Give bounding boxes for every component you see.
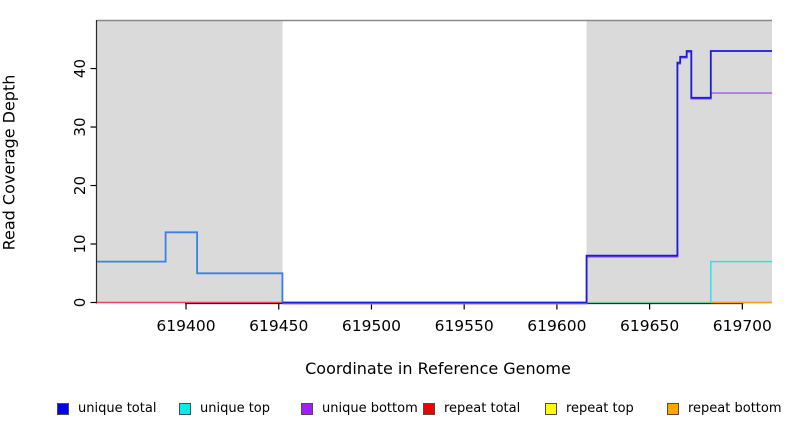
repeat-top-swatch-icon [545, 402, 557, 415]
x-tick-label: 619400 [156, 317, 215, 335]
x-tick-label: 619600 [527, 317, 586, 335]
series-unique-total [282, 50, 772, 304]
unique-top-swatch-icon [179, 402, 191, 415]
legend-item-repeat-top: repeat top [545, 401, 667, 416]
y-axis-title-text: Read Coverage Depth [0, 74, 19, 251]
legend-item-repeat-bottom: repeat bottom [667, 401, 789, 416]
repeat-total-swatch-icon [423, 402, 435, 415]
series-unique-total-left-repeat-block- [97, 231, 284, 303]
legend-label: unique top [200, 401, 271, 416]
legend-label: unique total [78, 401, 157, 416]
legend-item-unique-bottom: unique bottom [301, 401, 423, 416]
repeat-bottom-swatch-icon [667, 402, 679, 415]
x-tick-label: 619550 [435, 317, 494, 335]
y-tick-label: 30 [71, 117, 89, 136]
legend-label: repeat top [566, 401, 634, 416]
legend: unique total unique top unique bottom re… [57, 401, 789, 416]
legend-label: repeat total [444, 401, 521, 416]
y-tick-label: 20 [71, 176, 89, 195]
x-tick-label: 619450 [249, 317, 308, 335]
x-tick-label: 619700 [713, 317, 772, 335]
x-tick-label: 619500 [342, 317, 401, 335]
x-tick-label: 619650 [620, 317, 679, 335]
unique-bottom-swatch-icon [301, 402, 313, 415]
legend-item-unique-top: unique top [179, 401, 301, 416]
y-tick-label: 40 [71, 59, 89, 78]
y-tick-label: 0 [71, 298, 89, 308]
x-axis-title: Coordinate in Reference Genome [0, 359, 792, 378]
legend-label: unique bottom [322, 401, 418, 416]
unique-total-swatch-icon [57, 402, 69, 415]
left-gray-region [97, 20, 283, 303]
legend-item-repeat-total: repeat total [423, 401, 545, 416]
x-axis-title-text: Coordinate in Reference Genome [305, 359, 571, 378]
legend-item-unique-total: unique total [57, 401, 179, 416]
y-axis-title: Read Coverage Depth [0, 33, 19, 293]
series-unique-top [710, 260, 772, 303]
series-unique-bottom [282, 51, 772, 305]
y-tick-label: 10 [71, 234, 89, 253]
legend-label: repeat bottom [688, 401, 782, 416]
